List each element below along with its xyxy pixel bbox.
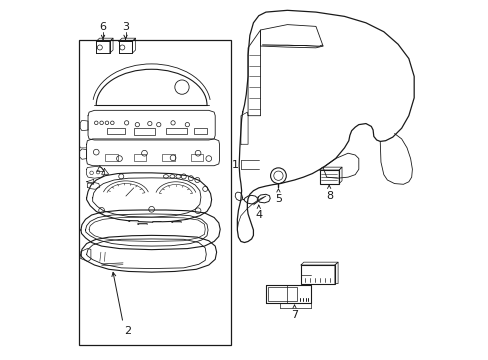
Bar — [319, 170, 339, 184]
Bar — [190, 154, 203, 161]
Bar — [194, 128, 206, 134]
Bar — [105, 154, 118, 161]
Text: 1: 1 — [231, 160, 238, 170]
Bar — [134, 154, 146, 161]
Bar — [107, 128, 124, 134]
Bar — [162, 154, 175, 161]
Text: 3: 3 — [122, 22, 129, 32]
Bar — [267, 287, 296, 301]
Bar — [165, 128, 187, 134]
Text: 7: 7 — [290, 310, 298, 320]
Text: 4: 4 — [255, 210, 262, 220]
Bar — [80, 40, 231, 345]
Text: 8: 8 — [326, 192, 333, 202]
Text: 2: 2 — [123, 326, 131, 336]
Bar — [134, 128, 155, 135]
Text: 6: 6 — [100, 22, 106, 32]
Text: 5: 5 — [274, 194, 282, 204]
Bar — [300, 265, 334, 284]
